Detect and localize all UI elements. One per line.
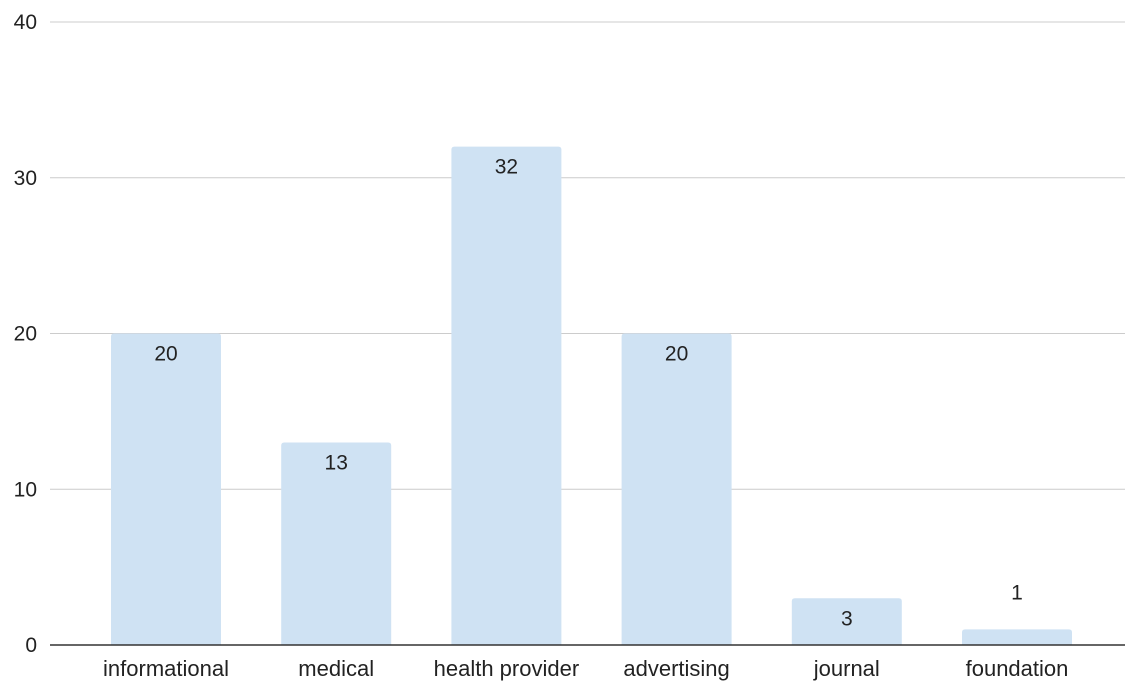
bar-journal	[791, 598, 902, 645]
data-label-advertising: 20	[665, 343, 688, 366]
data-label-health-provider: 32	[495, 156, 518, 179]
x-tick-label-informational: informational	[103, 656, 229, 681]
y-axis-tick-labels: 0 10 20 30 40	[14, 11, 37, 657]
y-tick-label: 10	[14, 478, 37, 501]
y-tick-label: 20	[14, 323, 37, 346]
data-label-foundation: 1	[1011, 581, 1023, 604]
x-axis-category-labels: informational medical health provider adver…	[103, 656, 1068, 681]
bar-medical	[281, 442, 392, 645]
y-tick-label: 30	[14, 167, 37, 190]
bars	[111, 146, 1072, 645]
data-label-informational: 20	[154, 343, 177, 366]
y-tick-label: 40	[14, 11, 37, 34]
bar-advertising	[621, 333, 732, 645]
x-tick-label-foundation: foundation	[966, 656, 1069, 681]
x-tick-label-medical: medical	[298, 656, 374, 681]
x-tick-label-health-provider: health provider	[434, 656, 580, 681]
bar-informational	[111, 333, 221, 645]
x-tick-label-journal: journal	[813, 656, 880, 681]
data-labels: 20 13 32 20 3 1	[154, 156, 1023, 631]
x-tick-label-advertising: advertising	[623, 656, 729, 681]
gridlines	[50, 21, 1125, 490]
bar-health-provider	[451, 146, 562, 645]
data-label-journal: 3	[841, 607, 853, 630]
bar-foundation	[962, 629, 1072, 645]
data-label-medical: 13	[325, 452, 348, 475]
y-tick-label: 0	[25, 634, 37, 657]
